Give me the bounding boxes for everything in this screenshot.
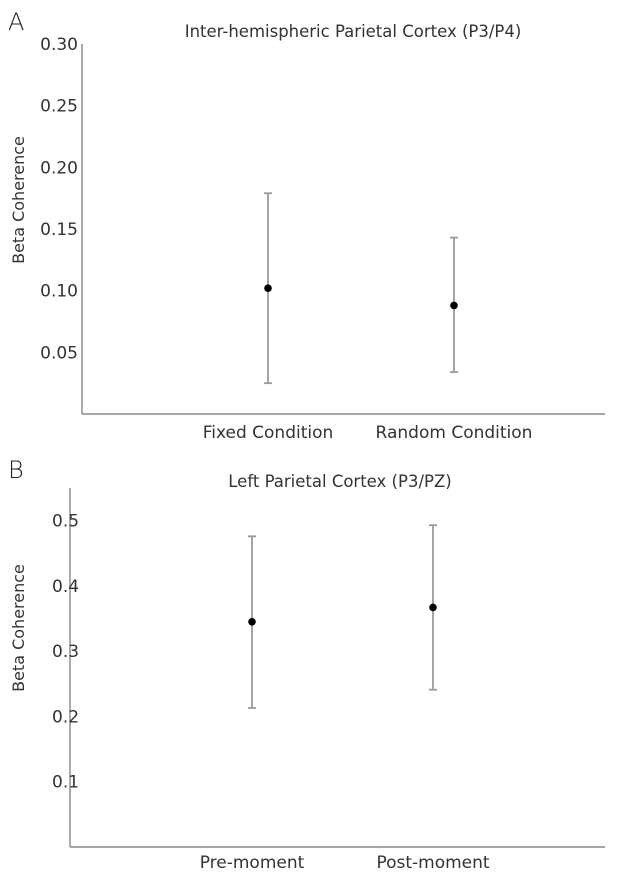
chart-title: Inter-hemispheric Parietal Cortex (P3/P4… (185, 22, 522, 41)
data-point (450, 301, 458, 310)
y-axis-label: Beta Coherence (9, 136, 28, 264)
x-category-label: Fixed Condition (203, 423, 334, 443)
y-tick-label: 0.2 (52, 707, 79, 727)
panel-label: A (8, 8, 24, 36)
y-tick-label: 0.3 (52, 642, 79, 662)
data-point (248, 618, 256, 626)
x-category-label: Random Condition (376, 423, 533, 443)
data-point (264, 284, 272, 293)
y-tick-label: 0.4 (52, 577, 79, 597)
x-category-label: Pre-moment (200, 853, 305, 873)
y-tick-label: 0.20 (40, 158, 78, 178)
chart-title: Left Parietal Cortex (P3/PZ) (228, 472, 451, 491)
y-tick-label: 0.5 (52, 512, 79, 532)
y-tick-label: 0.30 (40, 35, 78, 55)
y-tick-label: 0.15 (40, 220, 78, 240)
panel-label: B (8, 456, 24, 484)
y-tick-label: 0.1 (52, 773, 79, 793)
y-tick-label: 0.05 (40, 343, 78, 363)
x-category-label: Post-moment (376, 853, 489, 873)
y-axis-label: Beta Coherence (9, 564, 28, 692)
y-tick-label: 0.10 (40, 282, 78, 302)
y-tick-label: 0.25 (40, 97, 78, 117)
data-point (429, 603, 437, 612)
